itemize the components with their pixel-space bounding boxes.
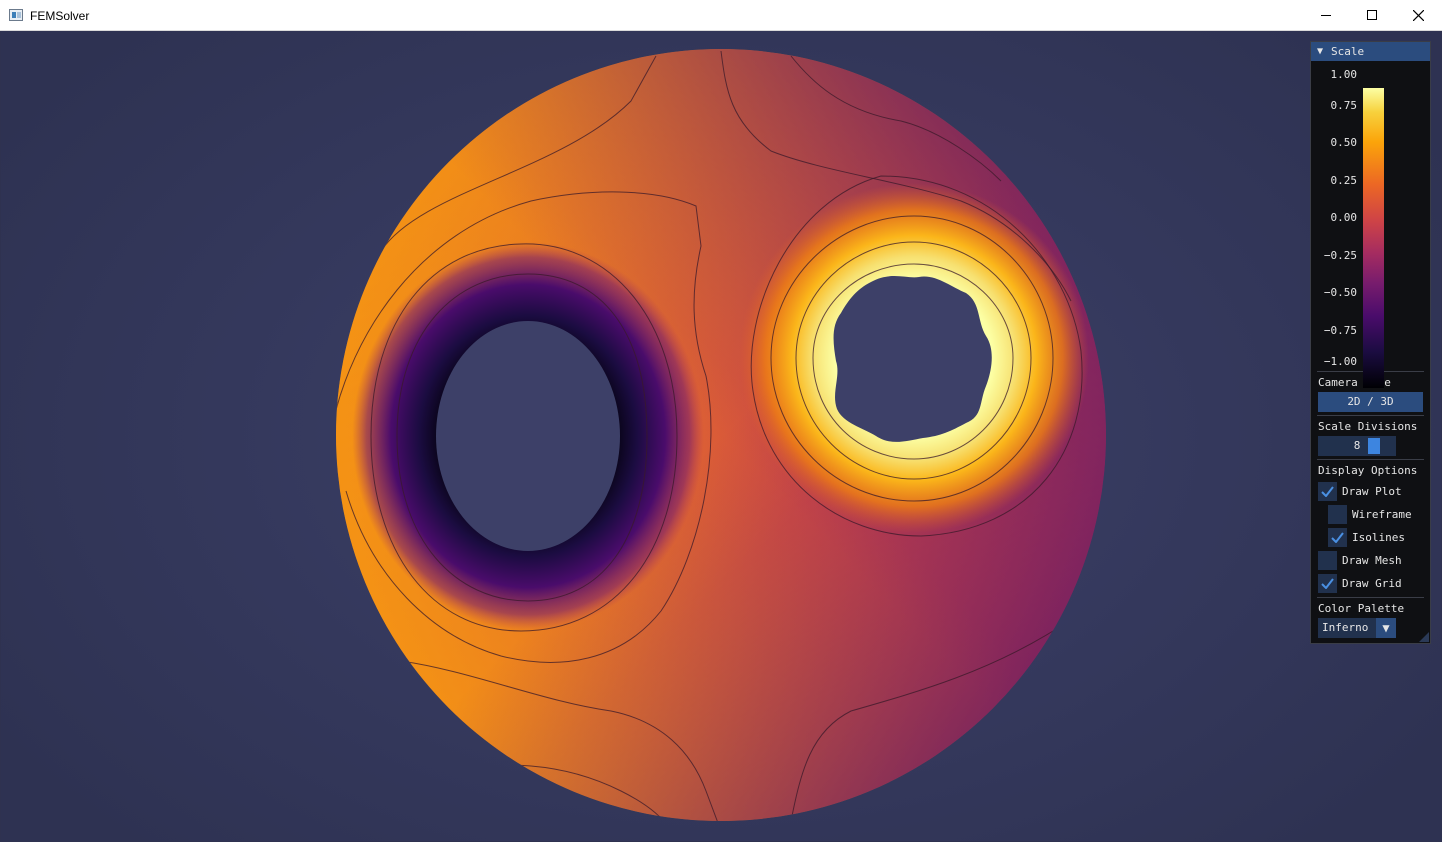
minimize-icon (1321, 15, 1331, 16)
color-scale: 1.00 0.75 0.50 0.25 0.00 −0.25 −0.50 −0.… (1311, 61, 1430, 388)
color-palette-label: Color Palette (1318, 602, 1405, 615)
scale-tick: 1.00 (1330, 68, 1358, 81)
scale-tick: 0.75 (1330, 99, 1358, 112)
display-options-label: Display Options (1318, 464, 1418, 477)
separator (1317, 415, 1424, 416)
draw-mesh-checkbox[interactable]: Draw Mesh (1311, 549, 1430, 572)
isolines-label: Isolines (1352, 531, 1405, 544)
draw-plot-checkbox[interactable]: Draw Plot (1311, 480, 1430, 503)
scale-panel: ▼ Scale 1.00 0.75 0.50 0.25 0.00 −0.25 −… (1310, 41, 1431, 644)
app-icon (9, 9, 23, 21)
checkbox-box[interactable] (1318, 574, 1337, 593)
maximize-icon (1367, 10, 1377, 20)
slider-knob[interactable] (1368, 438, 1380, 454)
scale-divisions-slider[interactable]: 8 (1318, 436, 1396, 456)
camera-mode-button[interactable]: 2D / 3D (1318, 392, 1423, 412)
separator (1317, 459, 1424, 460)
draw-grid-label: Draw Grid (1342, 577, 1402, 590)
isolines-checkbox[interactable]: Isolines (1311, 526, 1430, 549)
collapse-triangle-icon[interactable]: ▼ (1317, 46, 1324, 57)
checkbox-box[interactable] (1328, 528, 1347, 547)
maximize-button[interactable] (1349, 0, 1395, 30)
color-bar (1363, 88, 1384, 388)
left-hole (436, 321, 620, 551)
dropdown-arrow-icon[interactable]: ▼ (1376, 618, 1396, 638)
wireframe-label: Wireframe (1352, 508, 1412, 521)
draw-mesh-label: Draw Mesh (1342, 554, 1402, 567)
scale-tick: −0.25 (1323, 249, 1357, 262)
isolines (336, 50, 1083, 821)
draw-plot-label: Draw Plot (1342, 485, 1402, 498)
scale-tick: −0.75 (1323, 324, 1357, 337)
render-viewport[interactable]: ▼ Scale 1.00 0.75 0.50 0.25 0.00 −0.25 −… (1, 31, 1441, 841)
draw-grid-checkbox[interactable]: Draw Grid (1311, 572, 1430, 595)
close-icon (1412, 9, 1424, 21)
color-palette-dropdown[interactable]: Inferno ▼ (1318, 618, 1396, 638)
scale-tick: 0.00 (1330, 211, 1358, 224)
right-hole (833, 276, 992, 442)
checkmark-icon (1331, 532, 1344, 543)
checkbox-box[interactable] (1318, 482, 1337, 501)
color-palette-value: Inferno (1322, 621, 1369, 634)
checkbox-box[interactable] (1318, 551, 1337, 570)
panel-header[interactable]: ▼ Scale (1311, 42, 1430, 61)
minimize-button[interactable] (1303, 0, 1349, 30)
scale-divisions-label: Scale Divisions (1318, 420, 1418, 433)
scale-tick: 0.50 (1330, 136, 1358, 149)
fem-plot (336, 49, 1106, 821)
resize-grip[interactable] (1419, 632, 1429, 642)
scale-tick: −1.00 (1323, 355, 1357, 368)
checkbox-box[interactable] (1328, 505, 1347, 524)
wireframe-checkbox[interactable]: Wireframe (1311, 503, 1430, 526)
close-button[interactable] (1395, 0, 1441, 30)
title-bar: FEMSolver (0, 0, 1442, 31)
window-title: FEMSolver (30, 9, 90, 23)
checkmark-icon (1321, 486, 1334, 497)
scale-tick: 0.25 (1330, 174, 1358, 187)
scale-tick: −0.50 (1323, 286, 1357, 299)
checkmark-icon (1321, 578, 1334, 589)
panel-title: Scale (1331, 45, 1365, 58)
separator (1317, 597, 1424, 598)
scale-divisions-value: 8 (1353, 439, 1361, 452)
